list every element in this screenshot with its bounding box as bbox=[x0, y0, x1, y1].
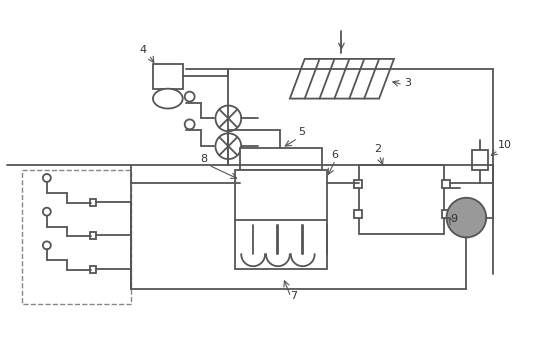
Bar bbox=[91, 199, 96, 206]
Circle shape bbox=[216, 105, 241, 131]
Circle shape bbox=[185, 119, 195, 129]
Bar bbox=[22, 170, 131, 304]
Bar bbox=[441, 210, 450, 218]
Circle shape bbox=[185, 92, 195, 101]
Text: 8: 8 bbox=[201, 154, 208, 164]
Text: 2: 2 bbox=[374, 144, 381, 154]
Bar bbox=[91, 233, 96, 239]
Text: 10: 10 bbox=[498, 140, 512, 150]
Polygon shape bbox=[290, 59, 394, 99]
Bar bbox=[153, 64, 183, 89]
Text: 3: 3 bbox=[404, 78, 411, 88]
Text: 4: 4 bbox=[139, 45, 146, 55]
Bar bbox=[360, 165, 444, 235]
Text: 7: 7 bbox=[290, 291, 297, 301]
Text: 6: 6 bbox=[331, 150, 338, 160]
Bar bbox=[354, 210, 362, 218]
Circle shape bbox=[446, 198, 486, 237]
Text: 9: 9 bbox=[451, 214, 458, 223]
Bar bbox=[354, 180, 362, 188]
Circle shape bbox=[43, 208, 51, 216]
Ellipse shape bbox=[153, 89, 183, 108]
Bar bbox=[91, 266, 96, 273]
Bar bbox=[441, 180, 450, 188]
Bar bbox=[236, 170, 327, 269]
Text: 5: 5 bbox=[298, 127, 305, 137]
Bar bbox=[240, 148, 322, 170]
Circle shape bbox=[216, 133, 241, 159]
Circle shape bbox=[43, 241, 51, 249]
Circle shape bbox=[43, 174, 51, 182]
Bar bbox=[472, 150, 488, 170]
